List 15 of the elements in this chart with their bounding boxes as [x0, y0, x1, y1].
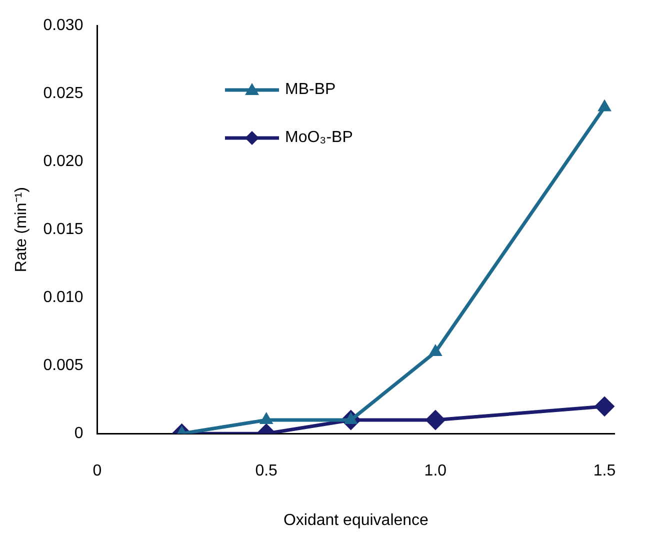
x-tick-label: 0.5	[255, 462, 278, 480]
y-tick-label: 0.025	[43, 85, 84, 102]
x-tick-label: 1.0	[424, 462, 447, 480]
y-tick-label: 0.005	[43, 357, 84, 374]
x-tick-label: 1.5	[593, 462, 616, 480]
x-tick-label: 0	[92, 462, 102, 480]
x-axis-title: Oxidant equivalence	[283, 512, 429, 529]
y-tick-label: 0.015	[43, 221, 84, 238]
y-tick-label: 0.020	[43, 153, 84, 170]
y-tick-label: 0.010	[43, 289, 84, 306]
y-tick-label: 0.030	[43, 17, 84, 34]
legend-label: MB-BP	[285, 81, 336, 99]
legend-label: MoO₃-BP	[285, 129, 353, 147]
y-tick-label: 0	[74, 425, 84, 442]
y-axis-title: Rate (min⁻¹)	[13, 187, 30, 272]
